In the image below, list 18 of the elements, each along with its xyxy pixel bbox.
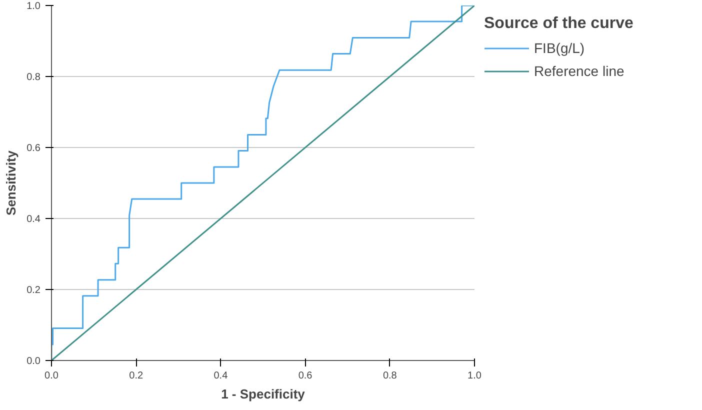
- x-tick-label: 0.6: [298, 370, 313, 382]
- x-tick-label: 0.8: [382, 370, 398, 382]
- line-series: [52, 6, 474, 360]
- x-tick-label: 0.4: [214, 370, 228, 382]
- x-tick-label: 0.2: [129, 370, 144, 382]
- y-tick-label: 0.8: [26, 72, 41, 83]
- x-tick-label: 0.0: [44, 370, 59, 382]
- legend-label: FIB(g/L): [534, 40, 585, 56]
- y-axis-title: Sensitivity: [4, 150, 19, 216]
- x-axis-title: 1 - Specificity: [221, 386, 306, 402]
- x-tick-label: 1.0: [468, 370, 482, 382]
- y-tick-label: 0.0: [26, 356, 41, 367]
- y-tick-label: 0.2: [26, 285, 41, 296]
- legend-label: Reference line: [534, 63, 624, 79]
- y-tick-label: 0.4: [26, 214, 41, 225]
- legend-title: Source of the curve: [484, 15, 634, 33]
- y-tick-label: 0.6: [26, 143, 41, 154]
- y-tick-label: 1.0: [26, 1, 41, 12]
